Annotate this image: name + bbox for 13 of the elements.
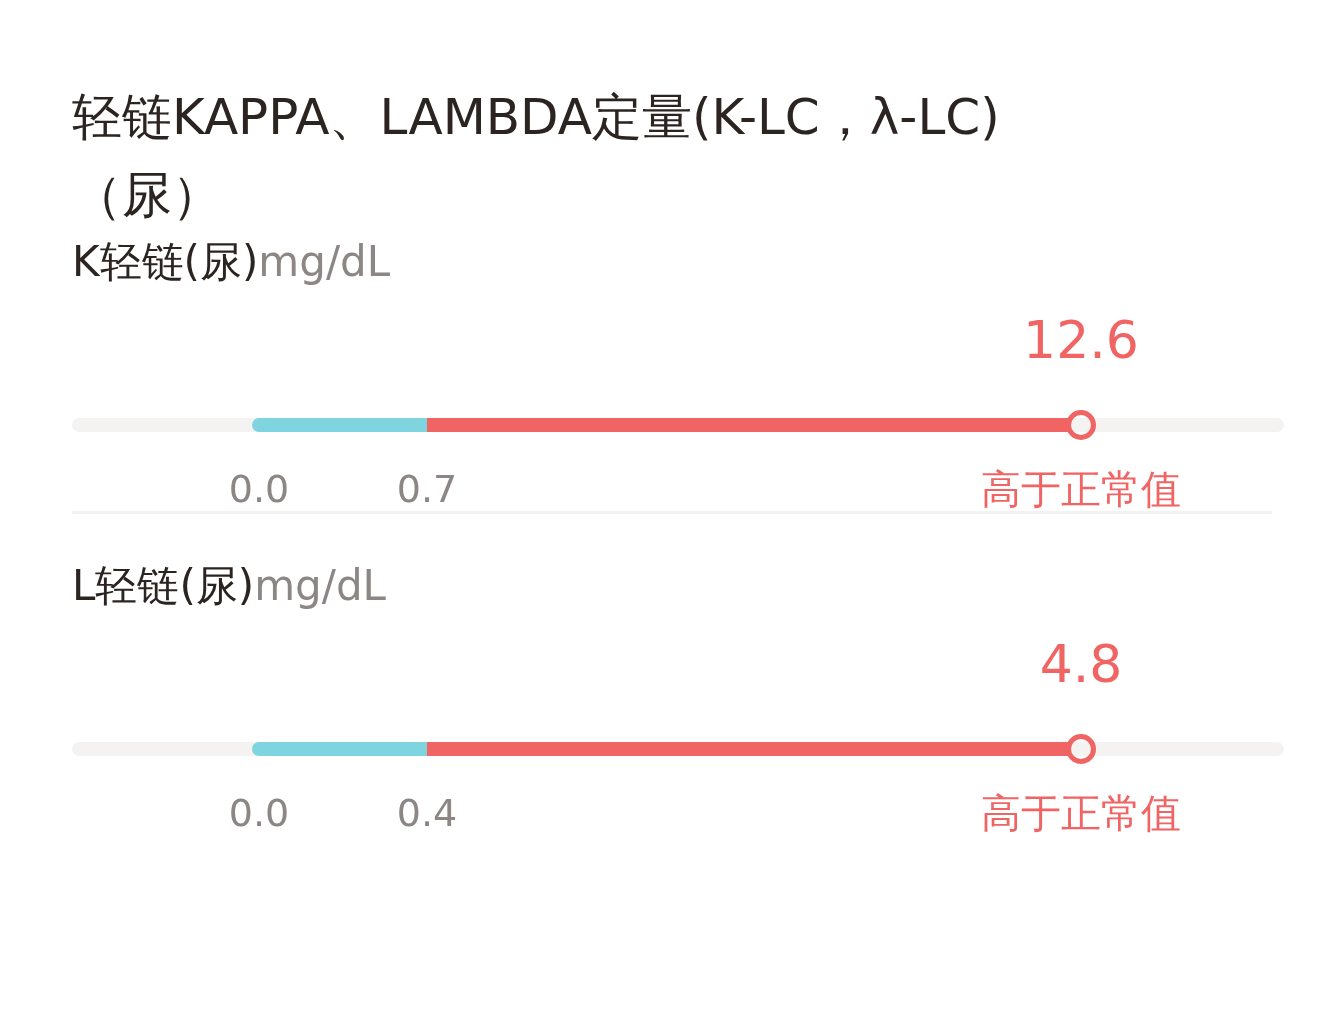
data-label: 4.8 [1039, 634, 1123, 694]
text: 高于正常值 [981, 790, 1181, 836]
text: 轻链KAPPA、LAMBDA定量(K-LC，λ-LC)（尿） [72, 87, 1001, 226]
text: 高于正常值 [981, 466, 1181, 512]
text: 0.7 [396, 467, 458, 511]
text: 0.4 [396, 791, 458, 835]
text: mg/dL [258, 237, 391, 286]
text: 0.0 [228, 467, 290, 511]
text: 0.0 [228, 791, 290, 835]
text: K轻链(尿) [72, 237, 259, 286]
text: L轻链(尿) [72, 561, 255, 610]
data-label: 12.6 [1023, 310, 1139, 370]
text: mg/dL [254, 561, 386, 610]
